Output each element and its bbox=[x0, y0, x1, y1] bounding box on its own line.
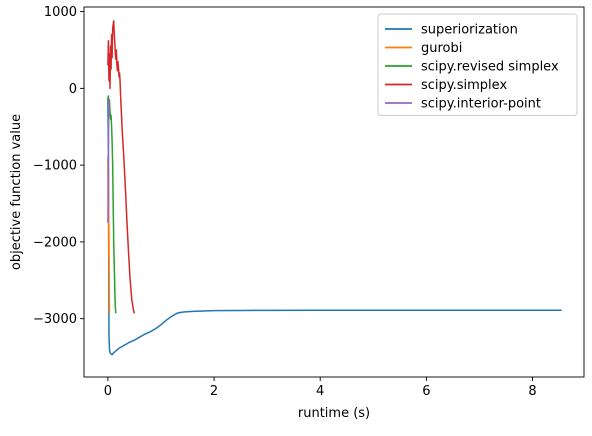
legend-label: scipy.revised simplex bbox=[421, 60, 559, 75]
legend-label: scipy.simplex bbox=[421, 78, 507, 93]
legend-box bbox=[377, 13, 578, 116]
y-tick-label: −2000 bbox=[33, 235, 77, 250]
series-line-scipy-simplex bbox=[107, 20, 136, 314]
axes-frame bbox=[83, 6, 585, 378]
legend: superiorization gurobi scipy.revised simpl… bbox=[377, 13, 578, 116]
x-tick-label: 0 bbox=[104, 384, 112, 399]
series-line-scipy-interior-point bbox=[107, 99, 111, 223]
y-tick-label: 0 bbox=[69, 82, 77, 97]
y-tick-label: −3000 bbox=[33, 312, 77, 327]
legend-label: scipy.interior-point bbox=[421, 97, 541, 112]
x-tick-label: 8 bbox=[528, 384, 536, 399]
legend-label: superiorization bbox=[421, 23, 518, 38]
y-tick-label: 1000 bbox=[44, 5, 77, 20]
legend-label: gurobi bbox=[421, 41, 462, 56]
x-tick-label: 2 bbox=[210, 384, 218, 399]
x-tick-label: 4 bbox=[316, 384, 324, 399]
y-axis-ticks: −3000 −2000 −1000 0 1000 bbox=[33, 5, 84, 327]
x-axis-label: runtime (s) bbox=[298, 406, 370, 421]
y-axis-label: objective function value bbox=[9, 114, 24, 270]
y-tick-label: −1000 bbox=[33, 159, 77, 174]
series-layer bbox=[107, 20, 562, 356]
x-tick-label: 6 bbox=[422, 384, 430, 399]
x-axis-ticks: 0 2 4 6 8 bbox=[104, 377, 537, 399]
series-line-superiorization bbox=[107, 97, 562, 356]
